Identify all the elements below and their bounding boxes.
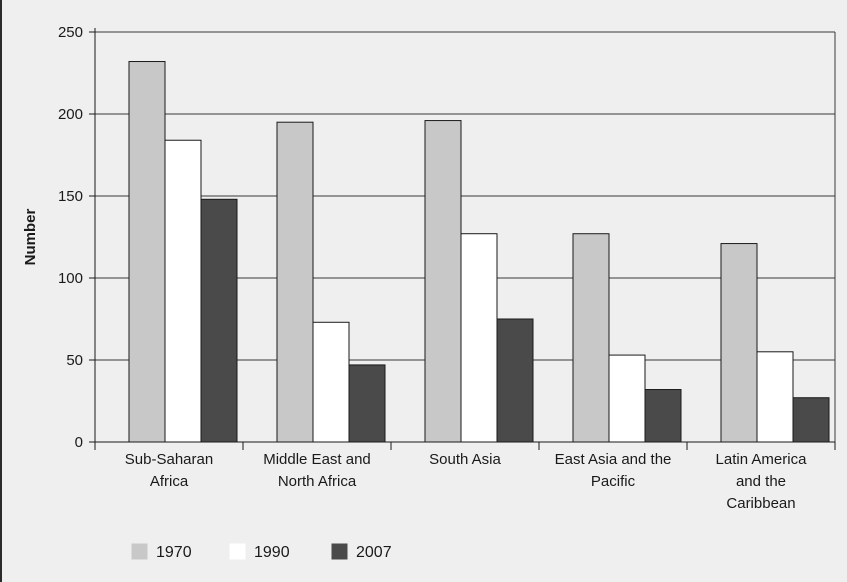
category-label: Sub-Saharan bbox=[125, 451, 213, 468]
axes bbox=[89, 28, 836, 450]
bar-1990-1 bbox=[312, 321, 350, 443]
bar-1990-2 bbox=[460, 233, 498, 443]
bar-2007-2 bbox=[496, 318, 534, 443]
y-tick-label: 250 bbox=[58, 24, 83, 41]
legend-swatch-1970 bbox=[131, 543, 148, 560]
bar-1970-1 bbox=[276, 121, 314, 443]
bar-1990-0 bbox=[164, 139, 202, 443]
category-label: Africa bbox=[150, 473, 189, 490]
bar-1970-2 bbox=[424, 120, 462, 443]
bar-1970-4 bbox=[720, 243, 758, 443]
legend-label-2007: 2007 bbox=[356, 544, 392, 561]
bar-2007-4 bbox=[792, 397, 830, 443]
legend-swatch-1990 bbox=[229, 543, 246, 560]
legend-label-1990: 1990 bbox=[254, 544, 290, 561]
bar-1970-3 bbox=[572, 233, 610, 443]
y-tick-label: 0 bbox=[75, 434, 83, 451]
category-label: Middle East and bbox=[263, 451, 371, 468]
bar-2007-0 bbox=[200, 198, 238, 443]
bar-1970-0 bbox=[128, 61, 166, 443]
bars bbox=[128, 61, 830, 443]
category-label: South Asia bbox=[429, 451, 501, 468]
category-label: North Africa bbox=[278, 473, 357, 490]
category-label: Pacific bbox=[591, 473, 636, 490]
y-tick-label: 150 bbox=[58, 188, 83, 205]
bar-1990-4 bbox=[756, 351, 794, 443]
legend-swatch-2007 bbox=[331, 543, 348, 560]
y-tick-label: 200 bbox=[58, 106, 83, 123]
category-label: East Asia and the bbox=[555, 451, 672, 468]
bar-2007-3 bbox=[644, 389, 682, 443]
bar-1990-3 bbox=[608, 354, 646, 443]
category-label: Caribbean bbox=[726, 495, 795, 512]
category-label: and the bbox=[736, 473, 786, 490]
labels: 0 50 100 150 200 250 Sub-Saharan Africa Middle E… bbox=[22, 24, 807, 512]
y-tick-label: 50 bbox=[66, 352, 83, 369]
category-label: Latin America bbox=[716, 451, 808, 468]
bar-2007-1 bbox=[348, 364, 386, 443]
legend: 1970 1990 2007 bbox=[131, 543, 392, 561]
y-tick-label: 100 bbox=[58, 270, 83, 287]
y-axis-title: Number bbox=[22, 209, 39, 266]
legend-label-1970: 1970 bbox=[156, 544, 192, 561]
